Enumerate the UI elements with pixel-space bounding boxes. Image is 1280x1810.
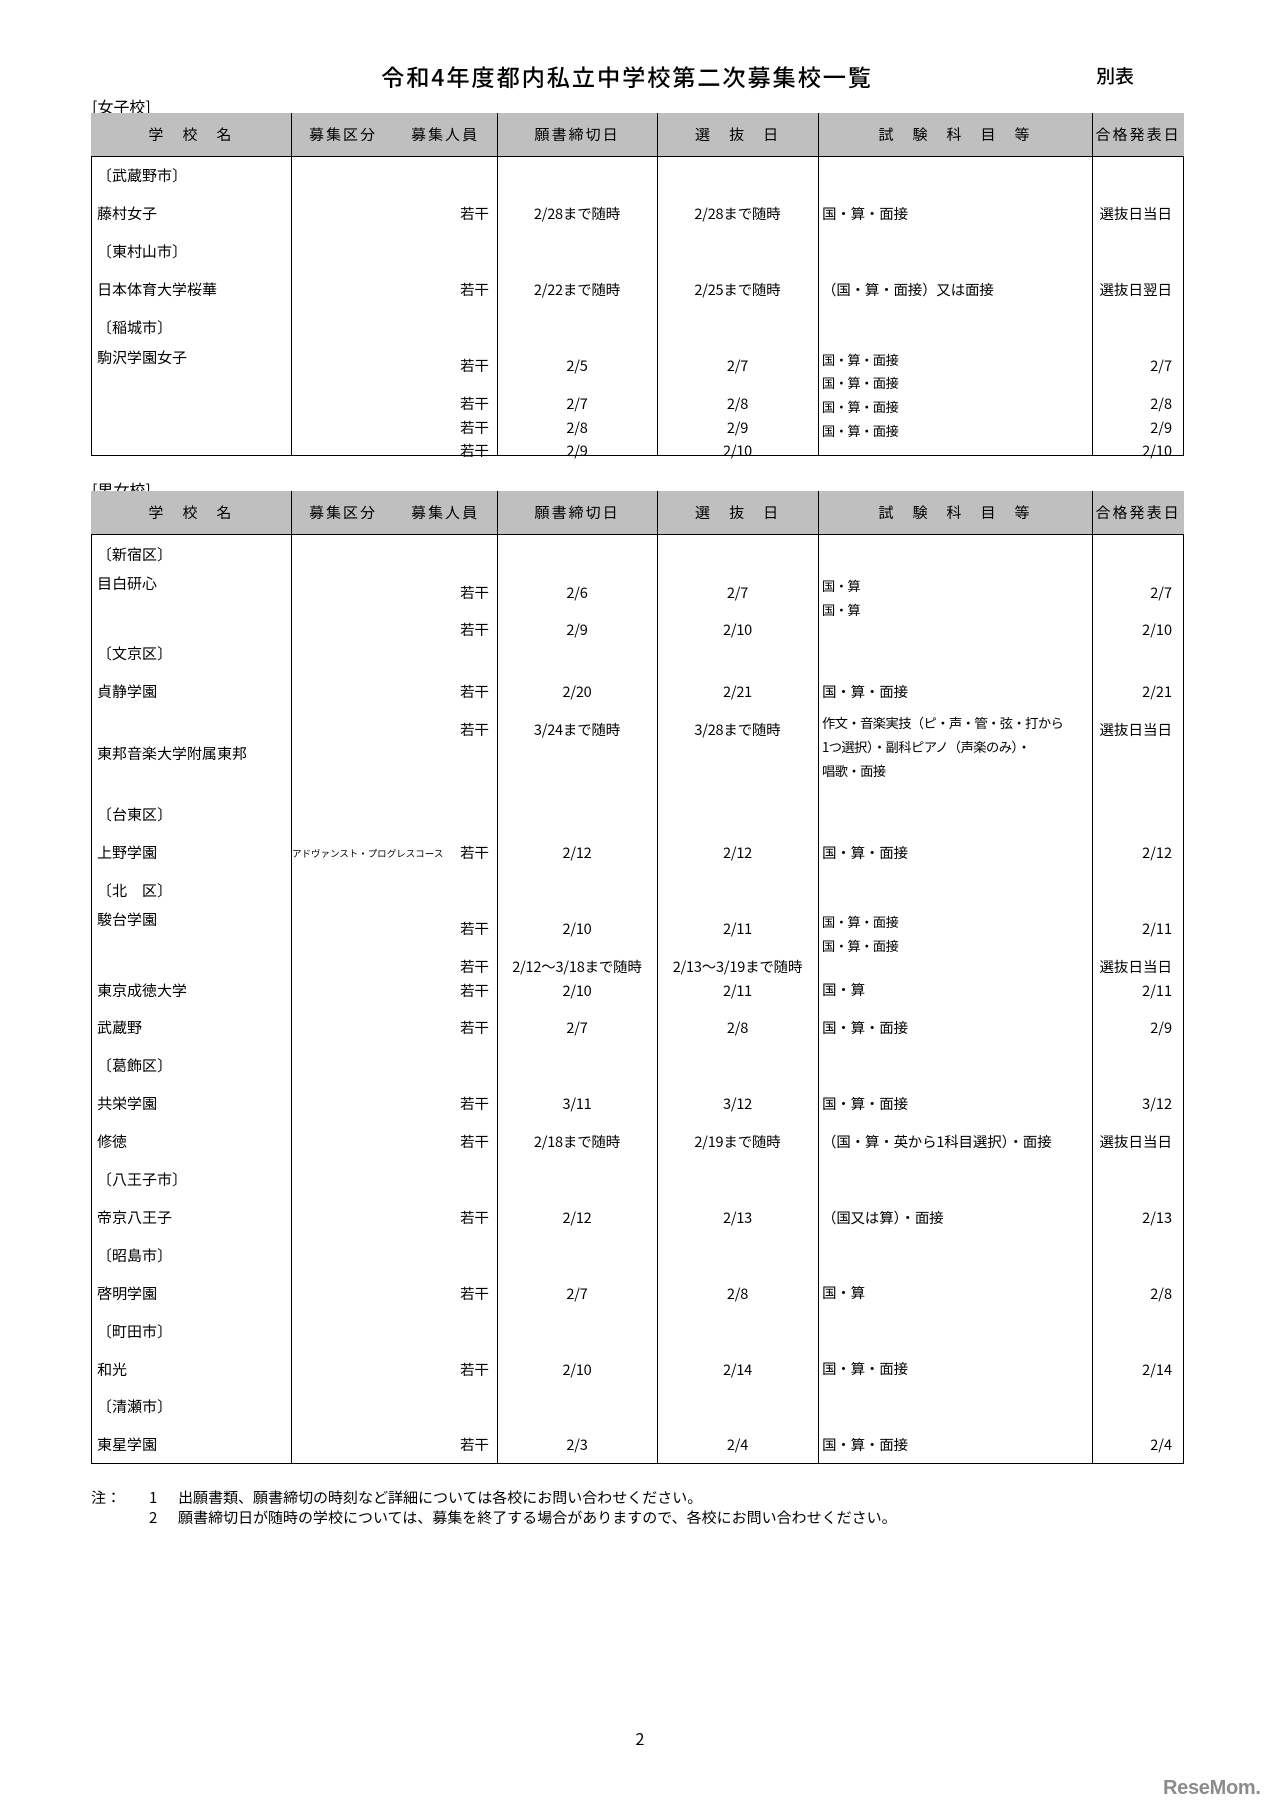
svg-text:ReseMom.: ReseMom. [1163, 1777, 1261, 1799]
